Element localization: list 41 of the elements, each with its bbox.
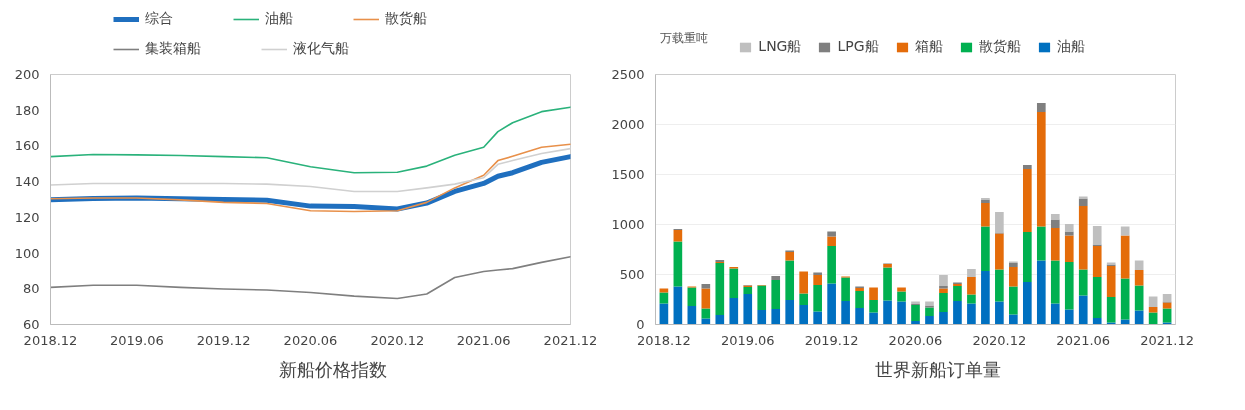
y-tick-label: 100 xyxy=(14,245,40,261)
y-tick-label: 80 xyxy=(22,281,40,297)
x-tick-label: 2020.12 xyxy=(370,332,425,348)
legend-label: 油船 xyxy=(1056,38,1085,56)
x-tick-label: 2021.06 xyxy=(1056,332,1111,348)
legend-label: 液化气船 xyxy=(293,40,350,58)
x-tick-label: 2021.06 xyxy=(456,332,511,348)
legend-label: 箱船 xyxy=(914,38,943,56)
legend-label: LPG船 xyxy=(837,38,879,56)
legend-label: 散货船 xyxy=(385,10,428,28)
y-axis-title: 万载重吨 xyxy=(659,30,708,45)
x-tick-label: 2019.12 xyxy=(804,332,859,348)
y-tick-label: 2000 xyxy=(611,117,645,132)
text: 世界新船订单量 xyxy=(875,359,1001,380)
text: 新船价格指数 xyxy=(279,359,387,380)
x-tick-label: 2018.12 xyxy=(23,332,78,348)
x-tick-label: 2020.06 xyxy=(283,332,338,348)
y-tick-label: 180 xyxy=(14,102,40,118)
y-tick-label: 0 xyxy=(636,317,645,332)
y-tick-label: 200 xyxy=(14,67,40,82)
x-tick-label: 2021.12 xyxy=(543,332,598,348)
x-tick-label: 2020.12 xyxy=(972,332,1027,348)
legend-label: LNG船 xyxy=(758,38,802,56)
y-tick-label: 120 xyxy=(14,209,40,225)
x-tick-label: 2019.06 xyxy=(109,332,164,348)
x-tick-label: 2020.06 xyxy=(888,332,943,348)
y-tick-label: 1000 xyxy=(611,217,645,232)
y-tick-label: 2500 xyxy=(611,67,645,82)
y-tick-label: 160 xyxy=(14,138,40,154)
x-tick-label: 2021.12 xyxy=(1140,332,1194,348)
legend-label: 综合 xyxy=(145,10,174,28)
x-tick-label: 2019.06 xyxy=(720,332,775,348)
y-tick-label: 500 xyxy=(619,267,645,282)
y-tick-label: 140 xyxy=(14,174,40,190)
x-tick-label: 2018.12 xyxy=(637,332,691,348)
legend-label: 油船 xyxy=(265,10,294,28)
legend-label: 集装箱船 xyxy=(145,40,202,58)
legend-label: 散货船 xyxy=(978,38,1021,56)
y-tick-label: 1500 xyxy=(611,167,645,182)
y-tick-label: 60 xyxy=(22,317,40,332)
x-tick-label: 2019.12 xyxy=(196,332,251,348)
